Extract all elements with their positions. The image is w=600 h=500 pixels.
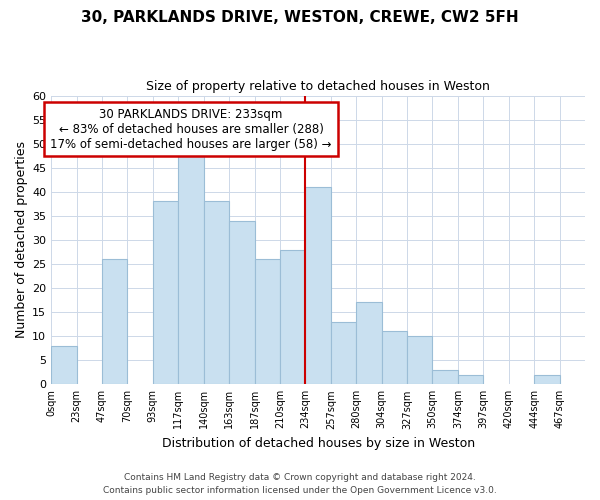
Bar [407,336,433,384]
Bar [534,374,560,384]
Bar [102,259,127,384]
Bar [382,332,407,384]
Bar [458,374,484,384]
Y-axis label: Number of detached properties: Number of detached properties [15,142,28,338]
Bar [51,346,77,385]
Bar [254,259,280,384]
Text: 30, PARKLANDS DRIVE, WESTON, CREWE, CW2 5FH: 30, PARKLANDS DRIVE, WESTON, CREWE, CW2 … [81,10,519,25]
Bar [229,220,254,384]
Bar [203,202,229,384]
Bar [153,202,178,384]
Bar [433,370,458,384]
X-axis label: Distribution of detached houses by size in Weston: Distribution of detached houses by size … [161,437,475,450]
Bar [356,302,382,384]
Bar [305,187,331,384]
Text: Contains HM Land Registry data © Crown copyright and database right 2024.
Contai: Contains HM Land Registry data © Crown c… [103,474,497,495]
Bar [280,250,305,384]
Bar [331,322,356,384]
Text: 30 PARKLANDS DRIVE: 233sqm
← 83% of detached houses are smaller (288)
17% of sem: 30 PARKLANDS DRIVE: 233sqm ← 83% of deta… [50,108,332,150]
Title: Size of property relative to detached houses in Weston: Size of property relative to detached ho… [146,80,490,93]
Bar [178,144,203,384]
